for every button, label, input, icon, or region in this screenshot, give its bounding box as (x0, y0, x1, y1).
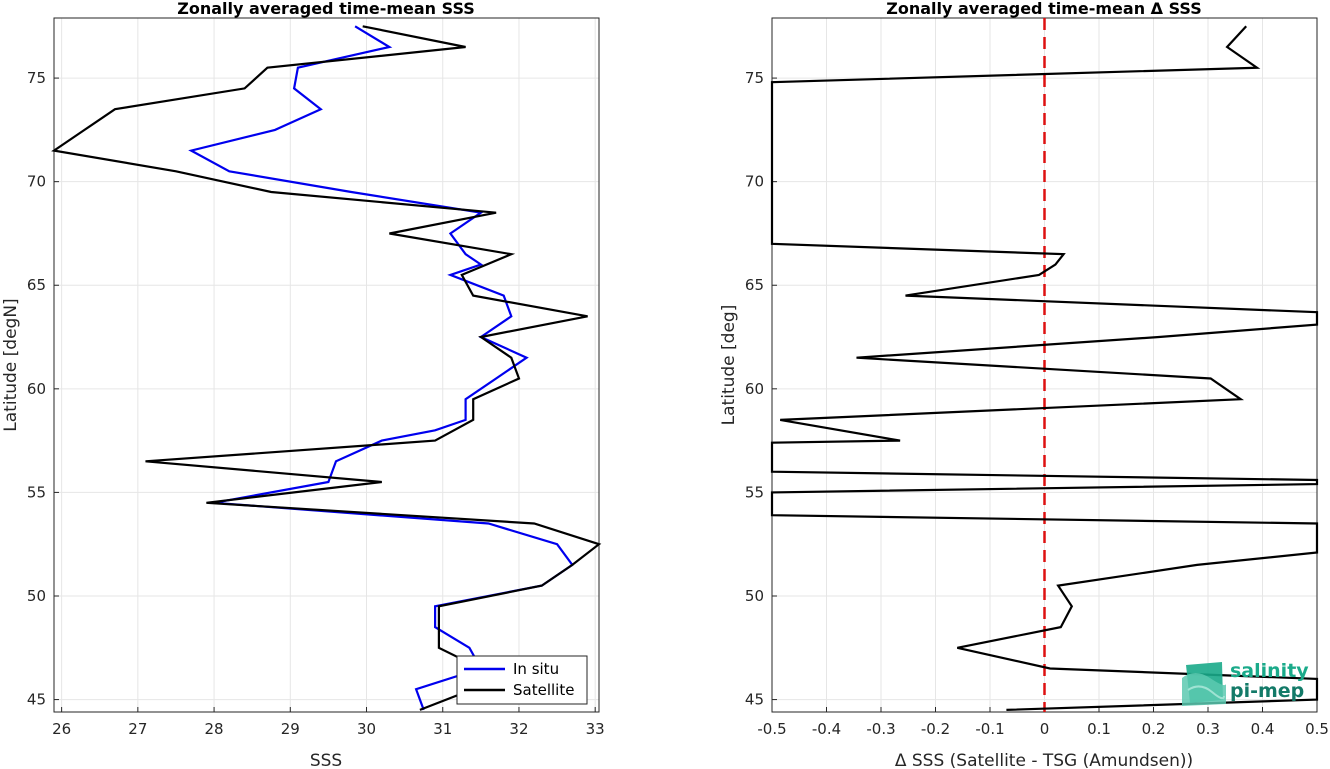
x-tick-label: 0.3 (1196, 720, 1220, 738)
logo-text-pi-mep: pi-mep (1230, 680, 1304, 702)
y-tick-label: 70 (745, 173, 764, 191)
right-tick-labels: -0.5 -0.4 -0.3 -0.2 -0.1 0 0.1 0.2 0.3 0.4 0.5 45 50… (745, 69, 1329, 738)
x-tick-label: 0.4 (1251, 720, 1275, 738)
y-tick-label: 60 (27, 380, 46, 398)
y-tick-label: 60 (745, 380, 764, 398)
x-tick-label: 29 (281, 720, 300, 738)
x-tick-label: 28 (205, 720, 224, 738)
x-tick-label: 32 (509, 720, 528, 738)
x-tick-label: -0.1 (975, 720, 1004, 738)
right-y-axis-label: Latitude [deg] (719, 305, 739, 426)
y-tick-label: 50 (27, 587, 46, 605)
x-tick-label: -0.3 (866, 720, 895, 738)
legend: In situ Satellite (456, 655, 588, 705)
x-tick-label: 0 (1040, 720, 1050, 738)
x-tick-label: 31 (433, 720, 452, 738)
right-series-lines (770, 18, 1319, 712)
y-tick-label: 65 (745, 276, 764, 294)
y-tick-label: 45 (745, 691, 764, 709)
y-tick-label: 45 (27, 691, 46, 709)
legend-label-satellite: Satellite (513, 681, 574, 699)
x-tick-label: 27 (128, 720, 147, 738)
y-tick-label: 65 (27, 276, 46, 294)
y-tick-label: 70 (27, 173, 46, 191)
x-tick-label: 30 (357, 720, 376, 738)
left-y-axis-label: Latitude [degN] (1, 298, 21, 431)
right-chart-title: Zonally averaged time-mean Δ SSS (886, 0, 1202, 18)
right-chart-panel: -0.5 -0.4 -0.3 -0.2 -0.1 0 0.1 0.2 0.3 0.4 0.5 45 50… (719, 0, 1329, 769)
x-tick-label: 0.2 (1142, 720, 1166, 738)
logo-text-salinity: salinity (1230, 660, 1309, 682)
salinity-pi-mep-logo: salinity pi-mep (1182, 660, 1309, 706)
x-tick-label: -0.4 (812, 720, 841, 738)
left-series-lines (51, 25, 602, 711)
right-x-axis-label: Δ SSS (Satellite - TSG (Amundsen)) (895, 751, 1193, 769)
x-tick-label: 33 (586, 720, 605, 738)
y-tick-label: 55 (745, 483, 764, 501)
y-tick-label: 50 (745, 587, 764, 605)
x-tick-label: 0.1 (1087, 720, 1111, 738)
y-tick-label: 55 (27, 483, 46, 501)
y-tick-label: 75 (745, 69, 764, 87)
left-x-axis-label: SSS (310, 751, 342, 769)
left-gridlines (54, 18, 599, 712)
left-chart-panel: 26 27 28 29 30 31 32 33 45 50 55 60 65 70 75 Zonally a… (1, 0, 605, 769)
x-tick-label: 0.5 (1305, 720, 1329, 738)
legend-label-in-situ: In situ (513, 660, 559, 678)
x-tick-label: -0.2 (921, 720, 950, 738)
y-tick-label: 75 (27, 69, 46, 87)
series-line-satellite (51, 25, 602, 711)
x-tick-label: -0.5 (757, 720, 786, 738)
legend-box (456, 655, 588, 705)
left-axes-box (53, 17, 600, 713)
left-chart-title: Zonally averaged time-mean SSS (177, 0, 475, 18)
wave-logo-icon (1182, 662, 1226, 706)
x-tick-label: 26 (52, 720, 71, 738)
series-line-delta-sss (770, 25, 1319, 711)
left-tick-labels: 26 27 28 29 30 31 32 33 45 50 55 60 65 70 75 (27, 69, 605, 738)
